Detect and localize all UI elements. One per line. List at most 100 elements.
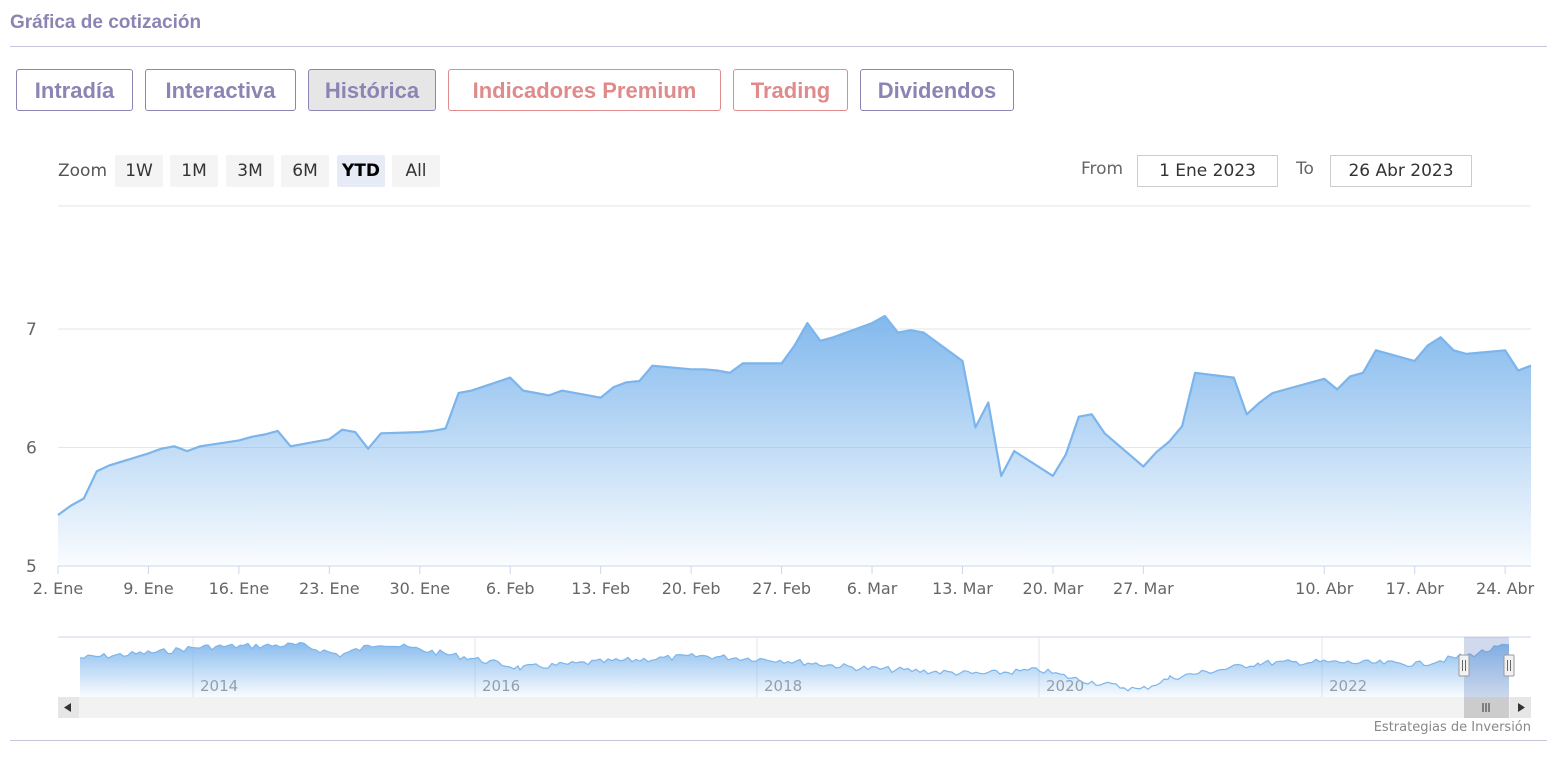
data-point[interactable]	[1530, 365, 1532, 367]
data-point[interactable]	[1465, 353, 1467, 355]
data-point[interactable]	[289, 445, 291, 447]
data-point[interactable]	[1246, 413, 1248, 415]
data-point[interactable]	[1323, 378, 1325, 380]
zoom-6m-button[interactable]: 6M	[281, 155, 329, 187]
data-point[interactable]	[1155, 451, 1157, 453]
zoom-1w-button[interactable]: 1W	[115, 155, 163, 187]
to-date-input[interactable]: 26 Abr 2023	[1330, 155, 1472, 187]
data-point[interactable]	[1078, 416, 1080, 418]
data-point[interactable]	[548, 394, 550, 396]
data-point[interactable]	[83, 497, 85, 499]
data-point[interactable]	[625, 381, 627, 383]
data-point[interactable]	[367, 448, 369, 450]
data-point[interactable]	[1233, 376, 1235, 378]
navigator-handle-right[interactable]	[1503, 654, 1515, 677]
tab-trading[interactable]: Trading	[733, 69, 848, 111]
data-point[interactable]	[341, 429, 343, 431]
data-point[interactable]	[70, 504, 72, 506]
data-point[interactable]	[1517, 369, 1519, 371]
data-point[interactable]	[1194, 372, 1196, 374]
data-point[interactable]	[160, 448, 162, 450]
navigator-selection[interactable]	[1464, 637, 1509, 697]
data-point[interactable]	[1375, 349, 1377, 351]
data-point[interactable]	[703, 368, 705, 370]
data-point[interactable]	[109, 464, 111, 466]
data-point[interactable]	[1336, 388, 1338, 390]
data-point[interactable]	[277, 430, 279, 432]
data-point[interactable]	[600, 397, 602, 399]
data-point[interactable]	[1259, 401, 1261, 403]
data-point[interactable]	[638, 380, 640, 382]
zoom-ytd-button[interactable]: YTD	[337, 155, 385, 187]
data-point[interactable]	[147, 452, 149, 454]
data-point[interactable]	[199, 445, 201, 447]
data-point[interactable]	[871, 322, 873, 324]
data-point[interactable]	[1426, 344, 1428, 346]
data-point[interactable]	[354, 431, 356, 433]
data-point[interactable]	[1271, 392, 1273, 394]
data-point[interactable]	[522, 389, 524, 391]
data-point[interactable]	[457, 392, 459, 394]
data-point[interactable]	[186, 450, 188, 452]
data-point[interactable]	[612, 386, 614, 388]
tab-interactiva[interactable]: Interactiva	[145, 69, 296, 111]
data-point[interactable]	[793, 344, 795, 346]
data-point[interactable]	[1065, 453, 1067, 455]
data-point[interactable]	[1091, 413, 1093, 415]
data-point[interactable]	[328, 438, 330, 440]
data-point[interactable]	[651, 365, 653, 367]
data-point[interactable]	[470, 389, 472, 391]
data-point[interactable]	[251, 436, 253, 438]
data-point[interactable]	[1013, 450, 1015, 452]
data-point[interactable]	[716, 369, 718, 371]
data-point[interactable]	[923, 331, 925, 333]
data-point[interactable]	[1414, 360, 1416, 362]
data-point[interactable]	[1181, 425, 1183, 427]
data-point[interactable]	[961, 360, 963, 362]
zoom-3m-button[interactable]: 3M	[226, 155, 274, 187]
data-point[interactable]	[884, 315, 886, 317]
data-point[interactable]	[1349, 375, 1351, 377]
data-point[interactable]	[1000, 475, 1002, 477]
data-point[interactable]	[173, 445, 175, 447]
tab-indicadores-premium[interactable]: Indicadores Premium	[448, 69, 721, 111]
tab-historica[interactable]: Histórica	[308, 69, 436, 111]
data-point[interactable]	[987, 401, 989, 403]
data-point[interactable]	[238, 439, 240, 441]
tab-intradia[interactable]: Intradía	[16, 69, 133, 111]
data-point[interactable]	[1052, 475, 1054, 477]
series-line[interactable]	[57, 314, 1532, 516]
data-point[interactable]	[535, 392, 537, 394]
data-point[interactable]	[432, 430, 434, 432]
data-point[interactable]	[96, 470, 98, 472]
data-point[interactable]	[561, 389, 563, 391]
scrollbar-track[interactable]	[58, 697, 1531, 718]
data-point[interactable]	[974, 426, 976, 428]
data-point[interactable]	[780, 362, 782, 364]
data-point[interactable]	[897, 331, 899, 333]
zoom-all-button[interactable]: All	[392, 155, 440, 187]
tab-dividendos[interactable]: Dividendos	[860, 69, 1014, 111]
data-point[interactable]	[729, 372, 731, 374]
data-point[interactable]	[1439, 336, 1441, 338]
data-point[interactable]	[690, 368, 692, 370]
data-point[interactable]	[806, 322, 808, 324]
zoom-1m-button[interactable]: 1M	[170, 155, 218, 187]
data-point[interactable]	[419, 431, 421, 433]
data-point[interactable]	[742, 362, 744, 364]
chart-credit[interactable]: Estrategias de Inversión	[1373, 720, 1531, 735]
data-point[interactable]	[1168, 440, 1170, 442]
data-point[interactable]	[444, 427, 446, 429]
data-point[interactable]	[910, 329, 912, 331]
data-point[interactable]	[57, 514, 59, 516]
data-point[interactable]	[509, 376, 511, 378]
data-point[interactable]	[380, 432, 382, 434]
data-point[interactable]	[264, 433, 266, 435]
data-point[interactable]	[1362, 372, 1364, 374]
data-point[interactable]	[832, 336, 834, 338]
data-point[interactable]	[1103, 432, 1105, 434]
from-date-input[interactable]: 1 Ene 2023	[1137, 155, 1278, 187]
data-point[interactable]	[1452, 349, 1454, 351]
navigator-handle-left[interactable]	[1458, 654, 1470, 677]
